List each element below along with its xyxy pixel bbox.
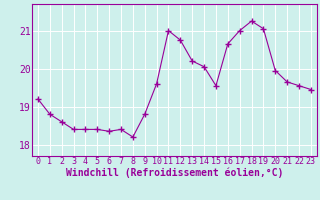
X-axis label: Windchill (Refroidissement éolien,°C): Windchill (Refroidissement éolien,°C) <box>66 168 283 178</box>
